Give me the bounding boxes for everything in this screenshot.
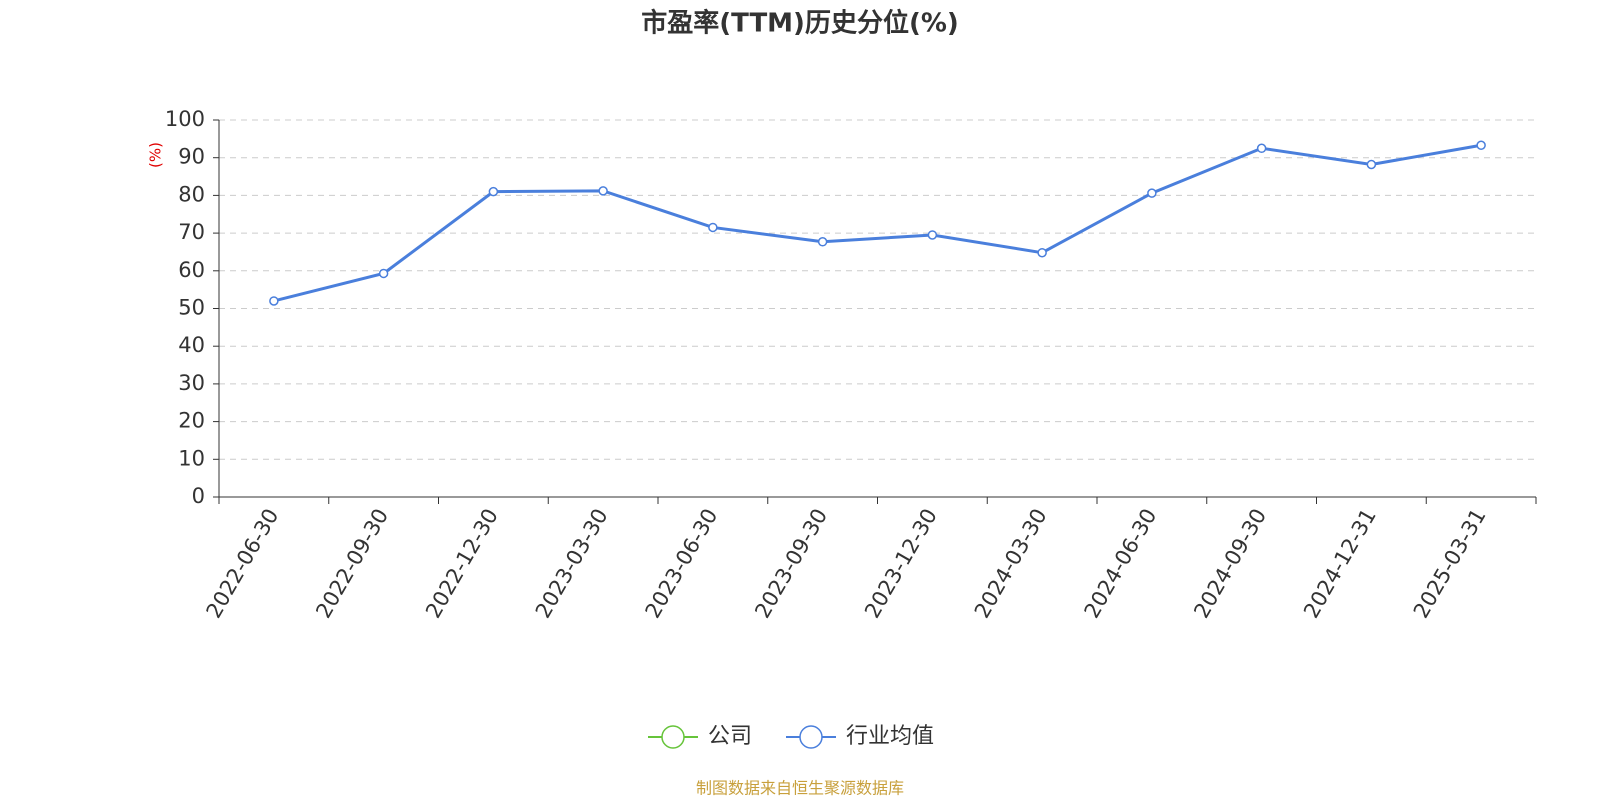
- x-tick-label: 2023-12-30: [860, 505, 942, 623]
- series-line: [273, 143, 1482, 303]
- data-point: [378, 268, 389, 279]
- y-axis-label: (%): [147, 142, 165, 168]
- x-tick-label: 2023-03-30: [531, 505, 613, 623]
- y-tick-label: 0: [192, 484, 205, 508]
- data-point: [598, 186, 608, 196]
- y-tick-label: 90: [178, 145, 205, 169]
- data-point: [1476, 140, 1486, 151]
- y-tick-label: 50: [178, 296, 205, 320]
- x-tick-label: 2023-09-30: [750, 505, 832, 623]
- data-point: [1256, 143, 1267, 154]
- x-tick-label: 2024-12-31: [1299, 505, 1381, 623]
- data-point: [1366, 159, 1377, 170]
- y-tick-label: 20: [178, 409, 205, 433]
- data-point: [488, 186, 499, 197]
- legend-marker: [799, 725, 823, 749]
- data-point: [817, 237, 828, 247]
- source-note: 制图数据来自恒生聚源数据库: [696, 779, 904, 798]
- y-tick-label: 10: [178, 446, 205, 470]
- x-tick-label: 2022-09-30: [311, 505, 393, 623]
- y-tick-label: 100: [165, 107, 205, 131]
- data-point: [1037, 247, 1047, 258]
- chart-title: 市盈率(TTM)历史分位(%): [641, 8, 959, 39]
- legend-label: 行业均值: [846, 724, 934, 749]
- x-tick-label: 2024-06-30: [1080, 505, 1162, 623]
- data-point: [708, 222, 718, 233]
- x-tick-label: 2022-12-30: [421, 505, 503, 623]
- data-point: [927, 230, 938, 240]
- legend-marker: [661, 725, 685, 749]
- x-tick-label: 2023-06-30: [641, 505, 723, 623]
- data-point: [1147, 188, 1157, 198]
- x-tick-label: 2022-06-30: [202, 505, 284, 623]
- y-tick-label: 70: [178, 220, 205, 244]
- data-point: [269, 296, 279, 306]
- y-tick-label: 30: [178, 371, 205, 395]
- legend-label: 公司: [708, 724, 752, 749]
- y-tick-label: 80: [178, 182, 205, 206]
- y-tick-label: 60: [178, 258, 205, 282]
- x-tick-label: 2024-03-30: [970, 505, 1052, 623]
- x-tick-label: 2024-09-30: [1189, 505, 1271, 623]
- x-tick-label: 2025-03-31: [1409, 505, 1491, 623]
- y-tick-label: 40: [178, 333, 205, 357]
